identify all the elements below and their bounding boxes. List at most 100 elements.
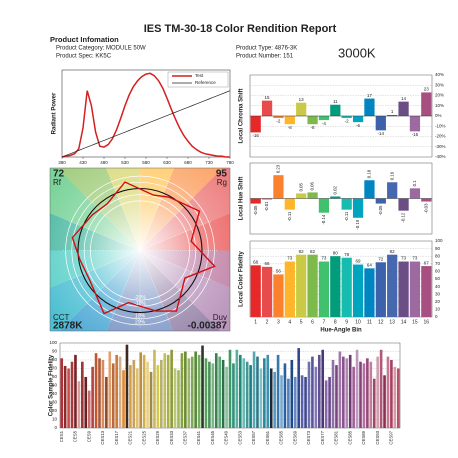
bar [249, 365, 252, 428]
bar [307, 361, 311, 428]
bar [409, 116, 421, 132]
bar [352, 198, 364, 218]
axis-title: Local Chroma Shift [239, 88, 245, 143]
bar [225, 366, 228, 428]
bar [276, 354, 280, 428]
bar [197, 354, 201, 428]
bar [98, 358, 101, 428]
data-label: -8 [311, 125, 315, 130]
bar [252, 351, 256, 428]
duv-label: Duv [213, 313, 227, 322]
bar [317, 354, 321, 428]
bar [284, 116, 295, 125]
bar [290, 360, 294, 428]
bar [173, 368, 177, 428]
bin-divider [68, 250, 141, 281]
data-label: 0.23 [276, 164, 281, 173]
data-label: 66 [265, 261, 271, 266]
bar [208, 361, 211, 428]
bar [256, 356, 259, 428]
bar [170, 349, 173, 428]
data-label: -4 [322, 121, 326, 126]
bar [352, 366, 355, 428]
x-tick-label: 2 [266, 319, 269, 325]
bar [139, 352, 143, 428]
y-tick-label: -10% [435, 123, 446, 128]
data-label: -15 [412, 132, 419, 137]
data-label: 69 [356, 259, 362, 264]
data-label: -0.19 [355, 219, 360, 229]
bar [187, 358, 191, 428]
data-label: -16 [252, 133, 259, 138]
y-tick-label: 70 [52, 366, 58, 371]
bar [142, 354, 146, 428]
bar [283, 363, 287, 428]
bar [84, 377, 88, 428]
data-label: 23 [424, 87, 430, 92]
bar [318, 198, 330, 213]
bar [228, 349, 232, 428]
data-label: 82 [390, 249, 396, 254]
y-tick-label: 90 [52, 349, 58, 354]
x-tick-label: 780 [226, 160, 234, 165]
x-tick-label: 5 [300, 319, 303, 325]
data-label: 13 [299, 97, 305, 102]
x-tick-label: 10 [355, 319, 361, 325]
bar [364, 268, 375, 317]
bar [421, 198, 432, 202]
data-label: 68 [253, 260, 259, 265]
bar [284, 198, 295, 210]
data-label: 64 [367, 263, 373, 268]
bar [338, 351, 342, 428]
product-type: Product Type: 4876-3K [236, 46, 297, 52]
bar [280, 375, 283, 428]
data-label: -8 [288, 125, 292, 130]
bar [362, 363, 366, 428]
bar [409, 261, 421, 317]
section-title: Product Infomation [50, 35, 119, 44]
bar [194, 351, 197, 428]
ring-label: 20% [135, 320, 146, 326]
bar [204, 358, 208, 428]
x-tick-label: 9 [345, 319, 348, 325]
bar [376, 356, 379, 428]
bar [369, 361, 373, 428]
bar [273, 116, 284, 119]
data-label: -0.03 [423, 203, 428, 213]
ring-label: 10% [135, 314, 146, 320]
data-label: -6 [356, 123, 360, 128]
bar [273, 175, 284, 199]
bin-divider [85, 250, 141, 306]
bar [67, 368, 70, 428]
bar [421, 266, 432, 317]
bar [74, 354, 77, 428]
y-tick-label: 40 [52, 391, 58, 396]
x-tick-label: CES41 [196, 430, 201, 444]
x-tick-label: CES57 [251, 430, 256, 444]
vector-graphic [50, 168, 230, 331]
y-tick-label: 80 [52, 357, 58, 362]
x-tick-label: 680 [184, 160, 192, 165]
x-tick-label: 7 [323, 319, 326, 325]
bar [261, 100, 273, 116]
y-tick-label: 40% [435, 72, 444, 77]
vector-frame [49, 167, 231, 332]
legend-label: Test [195, 73, 204, 78]
y-tick-label: 10 [435, 307, 441, 312]
x-tick-label: CES45 [210, 430, 215, 444]
bar [386, 356, 390, 428]
bar [296, 193, 307, 199]
x-tick-label: CES21 [128, 430, 133, 444]
y-tick-label: 30 [52, 400, 58, 405]
bar [379, 349, 383, 428]
bar [318, 261, 330, 317]
data-label: 1 [391, 109, 394, 114]
bar [330, 196, 341, 199]
bar [263, 358, 266, 428]
bar [63, 365, 67, 428]
x-tick-label: CES49 [224, 430, 229, 444]
y-tick-label: 50 [52, 383, 58, 388]
y-tick-label: 70 [435, 261, 441, 266]
bar [311, 356, 314, 428]
data-label: 0.02 [332, 185, 337, 194]
